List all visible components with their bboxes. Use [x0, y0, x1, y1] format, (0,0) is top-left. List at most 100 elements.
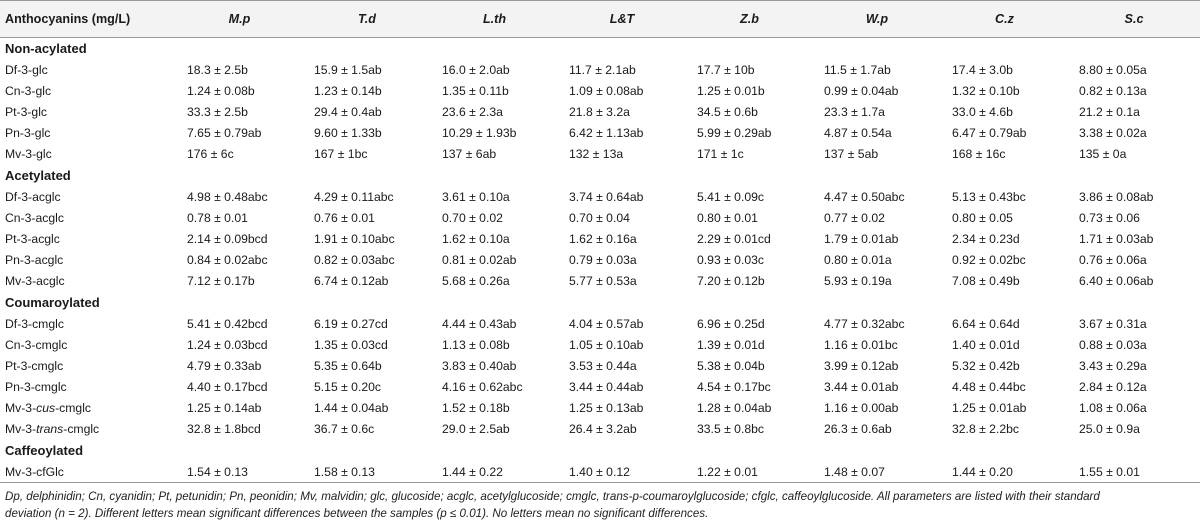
value-cell: 29.0 ± 2.5ab	[442, 422, 510, 436]
table-footnote: Dp, delphinidin; Cn, cyanidin; Pt, petun…	[0, 483, 1200, 522]
compound-name: Df-3-glc	[0, 60, 176, 81]
value-cell: 0.78 ± 0.01	[187, 211, 248, 225]
value-cell: 1.91 ± 0.10abc	[314, 232, 395, 246]
compound-name: Mv-3-glc	[0, 144, 176, 165]
section-title: Acetylated	[5, 168, 71, 183]
compound-name-part: Pn-3-cmglc	[5, 380, 67, 394]
table-row: Pn-3-acglc 0.84 ± 0.02abc 0.82 ± 0.03abc 0.…	[0, 250, 1200, 271]
value-cell: 6.64 ± 0.64d	[952, 317, 1020, 331]
compound-name: Pn-3-glc	[0, 123, 176, 144]
table-row: Df-3-acglc 4.98 ± 0.48abc 4.29 ± 0.11abc 3.…	[0, 187, 1200, 208]
value-cell: 2.29 ± 0.01cd	[697, 232, 771, 246]
value-cell: 137 ± 6ab	[442, 147, 497, 161]
value-cell: 1.09 ± 0.08ab	[569, 84, 644, 98]
value-cell: 5.41 ± 0.42bcd	[187, 317, 268, 331]
compound-name: Cn-3-glc	[0, 81, 176, 102]
value-cell: 171 ± 1c	[697, 147, 744, 161]
value-cell: 10.29 ± 1.93b	[442, 126, 517, 140]
value-cell: 1.55 ± 0.01	[1068, 461, 1200, 483]
header-sample: M.p	[176, 0, 303, 38]
value-cell: 4.79 ± 0.33ab	[187, 359, 262, 373]
compound-name: Pt-3-cmglc	[0, 356, 176, 377]
value-cell: 5.15 ± 0.20c	[314, 380, 381, 394]
value-cell: 5.13 ± 0.43bc	[952, 190, 1026, 204]
value-cell: 1.79 ± 0.01ab	[824, 232, 899, 246]
value-cell: 3.53 ± 0.44a	[569, 359, 637, 373]
value-cell: 0.77 ± 0.02	[824, 211, 885, 225]
value-cell: 26.3 ± 0.6ab	[824, 422, 892, 436]
table-row: Cn-3-cmglc 1.24 ± 0.03bcd 1.35 ± 0.03cd 1.1…	[0, 335, 1200, 356]
value-cell: 1.08 ± 0.06a	[1079, 401, 1147, 415]
compound-name-part: Pt-3-glc	[5, 105, 47, 119]
value-cell: 26.4 ± 3.2ab	[569, 422, 637, 436]
value-cell: 1.48 ± 0.07	[813, 461, 941, 483]
value-cell: 1.52 ± 0.18b	[442, 401, 510, 415]
value-cell: 5.99 ± 0.29ab	[697, 126, 772, 140]
value-cell: 25.0 ± 0.9a	[1079, 422, 1140, 436]
value-cell: 1.40 ± 0.12	[558, 461, 686, 483]
value-cell: 3.44 ± 0.01ab	[824, 380, 899, 394]
compound-name: Mv-3-acglc	[0, 271, 176, 292]
header-sample: C.z	[941, 0, 1068, 38]
compound-name-part: Df-3-acglc	[5, 190, 61, 204]
table-row: Pn-3-glc 7.65 ± 0.79ab 9.60 ± 1.33b 10.29 ±…	[0, 123, 1200, 144]
value-cell: 5.77 ± 0.53a	[569, 274, 637, 288]
table-row: Df-3-cmglc 5.41 ± 0.42bcd 6.19 ± 0.27cd 4.4…	[0, 314, 1200, 335]
section-title: Coumaroylated	[5, 295, 100, 310]
value-cell: 0.99 ± 0.04ab	[824, 84, 899, 98]
compound-name: Pt-3-acglc	[0, 229, 176, 250]
compound-name-part: Mv-3-cfGlc	[5, 464, 64, 479]
compound-name: Cn-3-acglc	[0, 208, 176, 229]
value-cell: 7.20 ± 0.12b	[697, 274, 765, 288]
value-cell: 1.54 ± 0.13	[176, 461, 303, 483]
value-cell: 5.32 ± 0.42b	[952, 359, 1020, 373]
header-sample: S.c	[1068, 0, 1200, 38]
value-cell: 32.8 ± 1.8bcd	[187, 422, 261, 436]
value-cell: 1.44 ± 0.20	[941, 461, 1068, 483]
value-cell: 3.74 ± 0.64ab	[569, 190, 644, 204]
header-row: Anthocyanins (mg/L) M.p T.d L.th L&T Z.b…	[0, 0, 1200, 38]
compound-name-part: Cn-3-cmglc	[5, 338, 68, 352]
value-cell: 2.34 ± 0.23d	[952, 232, 1020, 246]
value-cell: 0.70 ± 0.02	[442, 211, 503, 225]
value-cell: 0.76 ± 0.01	[314, 211, 375, 225]
value-cell: 32.8 ± 2.2bc	[952, 422, 1019, 436]
value-cell: 6.47 ± 0.79ab	[952, 126, 1027, 140]
value-cell: 1.28 ± 0.04ab	[697, 401, 772, 415]
table-row: Mv-3-cfGlc 1.54 ± 0.13 1.58 ± 0.13 1.44 ± 0…	[0, 461, 1200, 483]
value-cell: 33.5 ± 0.8bc	[697, 422, 764, 436]
table-row: Mv-3-acglc 7.12 ± 0.17b 6.74 ± 0.12ab 5.68 …	[0, 271, 1200, 292]
value-cell: 1.25 ± 0.01ab	[952, 401, 1027, 415]
compound-name-part: Mv-3-	[5, 422, 37, 436]
table-row: Mv-3-glc 176 ± 6c 167 ± 1bc 137 ± 6ab 132 ± …	[0, 144, 1200, 165]
value-cell: 21.2 ± 0.1a	[1079, 105, 1140, 119]
value-cell: 168 ± 16c	[952, 147, 1006, 161]
value-cell: 23.3 ± 1.7a	[824, 105, 885, 119]
compound-name: Df-3-acglc	[0, 187, 176, 208]
value-cell: 6.40 ± 0.06ab	[1079, 274, 1154, 288]
section-title: Caffeoylated	[5, 443, 84, 458]
value-cell: 1.62 ± 0.10a	[442, 232, 510, 246]
compound-name-part: Mv-3-	[5, 401, 37, 415]
table-row: Cn-3-glc 1.24 ± 0.08b 1.23 ± 0.14b 1.35 ± 0…	[0, 81, 1200, 102]
compound-name-part: Df-3-glc	[5, 63, 48, 77]
section-row: Coumaroylated	[0, 292, 1200, 314]
value-cell: 4.40 ± 0.17bcd	[187, 380, 268, 394]
compound-name-part: trans	[36, 422, 64, 436]
compound-name: Mv-3-cus-cmglc	[0, 398, 176, 419]
value-cell: 1.24 ± 0.03bcd	[187, 338, 268, 352]
value-cell: 33.3 ± 2.5b	[187, 105, 248, 119]
value-cell: 0.76 ± 0.06a	[1079, 253, 1147, 267]
value-cell: 29.4 ± 0.4ab	[314, 105, 382, 119]
value-cell: 0.73 ± 0.06	[1079, 211, 1140, 225]
value-cell: 3.44 ± 0.44ab	[569, 380, 644, 394]
section-title: Non-acylated	[5, 41, 87, 57]
value-cell: 5.68 ± 0.26a	[442, 274, 510, 288]
value-cell: 0.84 ± 0.02abc	[187, 253, 268, 267]
value-cell: 4.29 ± 0.11abc	[314, 190, 394, 204]
header-anthocyanins: Anthocyanins (mg/L)	[0, 0, 176, 38]
compound-name: Mv-3-trans-cmglc	[0, 419, 176, 440]
value-cell: 8.80 ± 0.05a	[1079, 63, 1147, 77]
compound-name: Pt-3-glc	[0, 102, 176, 123]
